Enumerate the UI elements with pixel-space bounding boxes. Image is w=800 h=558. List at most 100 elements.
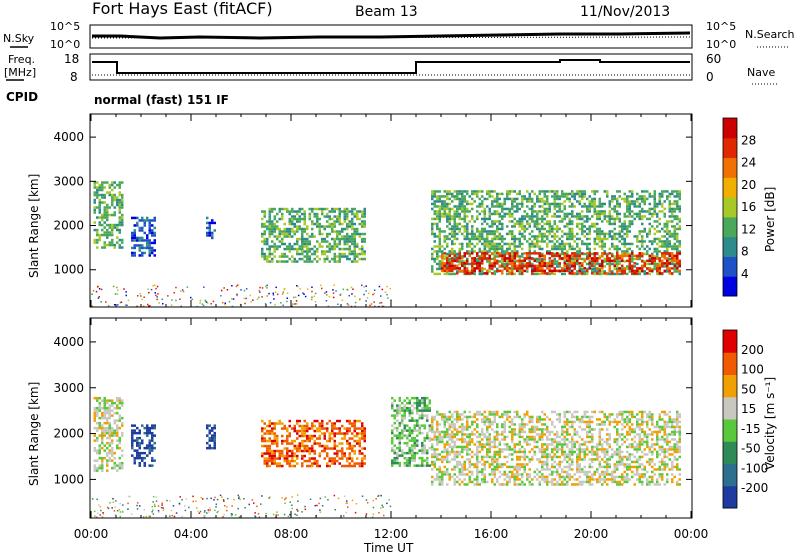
velocity-cell bbox=[439, 458, 442, 461]
power-cell bbox=[484, 230, 487, 233]
power-cell bbox=[489, 225, 492, 228]
velocity-cell bbox=[426, 437, 429, 440]
velocity-cell bbox=[149, 427, 152, 430]
power-cell bbox=[509, 190, 512, 193]
power-cell bbox=[534, 243, 537, 246]
power-cell bbox=[296, 230, 299, 233]
power-cell bbox=[456, 195, 459, 198]
power-cell bbox=[449, 198, 452, 201]
power-cell bbox=[444, 262, 447, 265]
power-cell bbox=[604, 210, 607, 213]
power-cell bbox=[679, 218, 682, 221]
power-cell bbox=[514, 205, 517, 208]
power-cell bbox=[554, 238, 557, 241]
velocity-cell bbox=[434, 456, 437, 459]
velocity-cell bbox=[494, 483, 497, 486]
velocity-cell bbox=[496, 413, 499, 416]
power-cell bbox=[666, 265, 669, 268]
power-cell bbox=[336, 215, 339, 218]
power-cell bbox=[671, 260, 674, 263]
power-cell bbox=[459, 198, 462, 201]
velocity-cell bbox=[396, 437, 399, 440]
velocity-cell bbox=[139, 429, 142, 432]
power-cell bbox=[99, 239, 102, 242]
velocity-cell bbox=[466, 448, 469, 451]
power-cell bbox=[291, 223, 294, 226]
velocity-cell bbox=[446, 468, 449, 471]
velocity-cell bbox=[489, 426, 492, 429]
power-cell bbox=[471, 218, 474, 221]
velocity-cell bbox=[399, 449, 402, 452]
power-cell bbox=[549, 210, 552, 213]
power-cell bbox=[454, 233, 457, 236]
power-cell bbox=[441, 205, 444, 208]
power-cell bbox=[669, 252, 672, 255]
velocity-cell bbox=[134, 432, 137, 435]
velocity-cell bbox=[214, 444, 217, 447]
velocity-cell bbox=[269, 437, 272, 440]
power-cell bbox=[594, 210, 597, 213]
velocity-cell bbox=[276, 442, 279, 445]
velocity-cell bbox=[476, 476, 479, 479]
velocity-cell bbox=[489, 433, 492, 436]
velocity-cell bbox=[486, 461, 489, 464]
power-cell bbox=[459, 193, 462, 196]
velocity-cell bbox=[104, 449, 107, 452]
power-cell bbox=[471, 233, 474, 236]
velocity-cell bbox=[466, 443, 469, 446]
velocity-cell bbox=[396, 419, 399, 422]
power-cell bbox=[504, 203, 507, 206]
power-cell bbox=[476, 218, 479, 221]
power-cell bbox=[531, 235, 534, 238]
power-cell bbox=[94, 241, 97, 244]
velocity-cell bbox=[301, 457, 304, 460]
velocity-cell bbox=[206, 427, 209, 430]
power-cell bbox=[321, 250, 324, 253]
velocity-cell bbox=[476, 478, 479, 481]
velocity-cell bbox=[354, 427, 357, 430]
power-cell bbox=[551, 272, 554, 275]
power-cell bbox=[131, 217, 134, 220]
power-cell bbox=[506, 243, 509, 246]
power-cell bbox=[449, 223, 452, 226]
velocity-cell bbox=[481, 478, 484, 481]
power-cell bbox=[436, 225, 439, 228]
velocity-cell bbox=[101, 414, 104, 417]
power-cell bbox=[656, 265, 659, 268]
velocity-cell bbox=[134, 449, 137, 452]
power-cell bbox=[504, 263, 507, 266]
velocity-cell bbox=[476, 458, 479, 461]
power-cell bbox=[126, 295, 128, 297]
velocity-cell bbox=[309, 457, 312, 460]
power-cell bbox=[266, 285, 268, 287]
power-cell bbox=[516, 238, 519, 241]
power-cell bbox=[539, 270, 542, 273]
velocity-cell bbox=[466, 441, 469, 444]
power-cell bbox=[629, 200, 632, 203]
power-cell bbox=[676, 267, 679, 270]
power-cell bbox=[654, 203, 657, 206]
velocity-cell bbox=[131, 444, 134, 447]
power-cell bbox=[586, 252, 589, 255]
power-cell bbox=[549, 208, 552, 211]
power-cell bbox=[374, 293, 376, 295]
power-cell bbox=[506, 273, 509, 276]
velocity-cell bbox=[296, 432, 299, 435]
power-cell bbox=[316, 255, 319, 257]
velocity-cell bbox=[394, 417, 397, 420]
power-cell bbox=[674, 203, 677, 206]
velocity-cell bbox=[349, 430, 352, 433]
velocity-cell bbox=[501, 473, 504, 476]
velocity-cell bbox=[466, 483, 469, 486]
power-cell bbox=[591, 253, 594, 256]
power-cell bbox=[571, 223, 574, 226]
velocity-cell bbox=[121, 454, 124, 457]
power-cell bbox=[116, 226, 119, 229]
power-cell bbox=[484, 220, 487, 223]
power-cell bbox=[99, 236, 102, 239]
power-cell bbox=[594, 257, 597, 260]
power-cell bbox=[93, 290, 95, 292]
power-cell bbox=[339, 255, 342, 257]
power-cell bbox=[354, 208, 357, 211]
power-cell bbox=[571, 258, 574, 261]
